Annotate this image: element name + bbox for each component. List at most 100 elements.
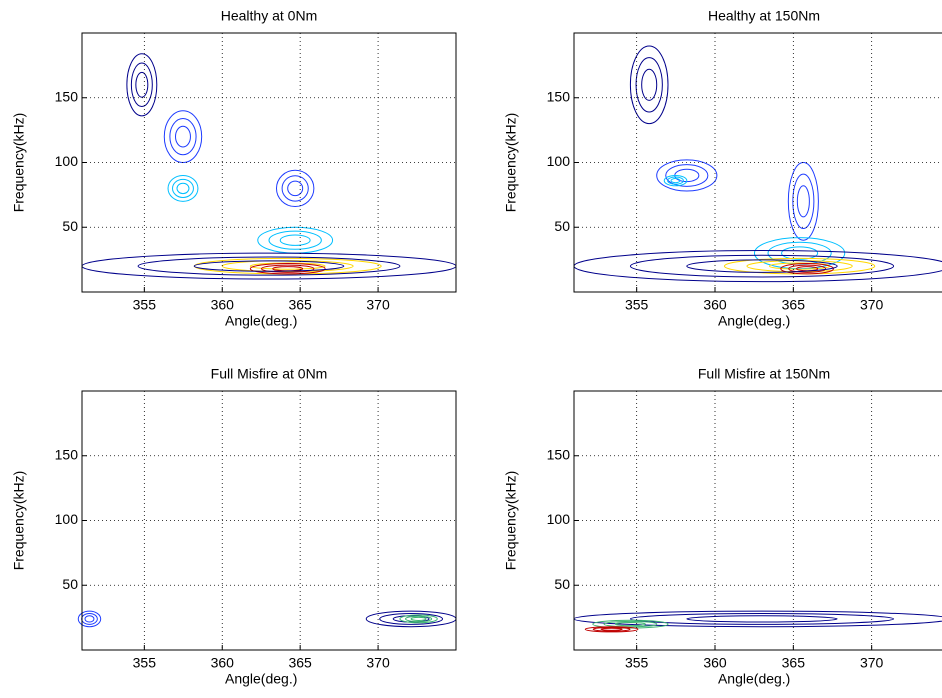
contour-line: [629, 45, 669, 125]
x-axis-label: Angle(deg.): [718, 671, 790, 687]
contour-line: [663, 174, 688, 187]
contour-line: [261, 264, 315, 273]
x-tick-label: 360: [211, 297, 235, 313]
contour-line: [84, 615, 95, 623]
contour-line: [788, 264, 827, 273]
contour-line: [275, 169, 315, 208]
x-tick-label: 365: [782, 655, 806, 671]
contour-line: [175, 125, 191, 148]
contour-line: [686, 259, 838, 273]
contour-line: [665, 164, 709, 187]
contour-line: [670, 178, 681, 184]
contour-line: [176, 182, 190, 195]
chart-title: Healthy at 0Nm: [221, 8, 317, 24]
contour-line: [130, 62, 153, 108]
contour-line: [635, 57, 663, 113]
y-tick-label: 50: [62, 218, 78, 234]
contour-line: [629, 612, 895, 625]
contour-line: [193, 260, 345, 272]
contour-line: [641, 68, 658, 101]
axes-frame: [573, 32, 942, 293]
panel: 355 360 365 370 50 100 150 Healthy at 150Nm Angl…: [503, 8, 942, 329]
contour-line: [405, 615, 433, 623]
contour-line: [780, 263, 834, 275]
contour-line: [81, 612, 98, 625]
contour-line: [781, 246, 819, 260]
contour-line: [603, 620, 658, 628]
x-tick-label: 365: [782, 297, 806, 313]
x-axis-label: Angle(deg.): [225, 313, 297, 329]
x-tick-label: 360: [703, 655, 727, 671]
contour-line: [281, 175, 309, 202]
contour-line: [169, 117, 197, 156]
panel: 355 360 365 370 50 100 150 Healthy at 0Nm Angle(…: [11, 8, 457, 329]
x-tick-label: 370: [860, 297, 884, 313]
x-tick-label: 365: [288, 655, 312, 671]
y-axis-label: Frequency(kHz): [503, 113, 519, 213]
contour-line: [686, 615, 838, 623]
contour-line: [268, 230, 322, 250]
contour-line: [614, 622, 646, 627]
y-tick-label: 50: [62, 576, 78, 592]
contour-line: [592, 626, 631, 632]
contour-line: [753, 237, 846, 270]
y-tick-label: 100: [547, 153, 571, 169]
x-tick-label: 355: [133, 297, 157, 313]
y-tick-label: 150: [55, 88, 79, 104]
contour-line: [656, 159, 718, 192]
contour-line: [77, 610, 102, 628]
x-axis-label: Angle(deg.): [718, 313, 790, 329]
chart-title: Full Misfire at 150Nm: [698, 366, 830, 382]
axes-frame: [81, 390, 457, 651]
axes-frame: [81, 32, 457, 293]
y-axis-label: Frequency(kHz): [503, 471, 519, 571]
contour-line: [135, 71, 149, 98]
x-tick-label: 370: [366, 655, 390, 671]
contour-line: [667, 176, 684, 185]
contour-line: [399, 614, 438, 624]
x-tick-label: 355: [133, 655, 157, 671]
contour-line: [379, 612, 444, 625]
x-tick-label: 360: [211, 655, 235, 671]
contour-line: [279, 234, 311, 246]
y-tick-label: 150: [547, 88, 571, 104]
x-tick-label: 355: [625, 297, 649, 313]
chart-title: Healthy at 150Nm: [708, 8, 820, 24]
contour-line: [221, 260, 354, 273]
y-tick-label: 150: [55, 446, 79, 462]
chart-title: Full Misfire at 0Nm: [211, 366, 328, 382]
contour-line: [629, 254, 895, 278]
x-tick-label: 370: [366, 297, 390, 313]
contour-line: [792, 173, 815, 230]
x-tick-label: 355: [625, 655, 649, 671]
axes-frame: [573, 390, 942, 651]
y-tick-label: 150: [547, 446, 571, 462]
contour-line: [172, 178, 194, 198]
panel: 355 360 365 370 50 100 150 Full Misfire at 150N…: [503, 366, 942, 687]
y-axis-label: Frequency(kHz): [11, 113, 27, 213]
contour-line: [584, 626, 639, 633]
contour-line: [787, 162, 819, 241]
y-tick-label: 100: [55, 153, 79, 169]
contour-line: [249, 263, 326, 275]
y-tick-label: 50: [554, 218, 570, 234]
y-tick-label: 50: [554, 576, 570, 592]
contour-line: [592, 619, 669, 629]
contour-line: [287, 180, 304, 197]
contour-line: [137, 256, 401, 276]
y-axis-label: Frequency(kHz): [11, 471, 27, 571]
x-tick-label: 370: [860, 655, 884, 671]
panel: 355 360 365 370 50 100 150 Full Misfire at 0Nm A…: [11, 366, 457, 687]
contour-line: [410, 616, 427, 621]
contour-line: [249, 262, 326, 270]
y-tick-label: 100: [55, 511, 79, 527]
contour-line: [167, 174, 199, 202]
contour-line: [126, 53, 158, 117]
y-tick-label: 100: [547, 511, 571, 527]
contour-line: [600, 627, 623, 631]
contour-line: [796, 185, 810, 218]
x-tick-label: 360: [703, 297, 727, 313]
x-tick-label: 365: [288, 297, 312, 313]
x-axis-label: Angle(deg.): [225, 671, 297, 687]
